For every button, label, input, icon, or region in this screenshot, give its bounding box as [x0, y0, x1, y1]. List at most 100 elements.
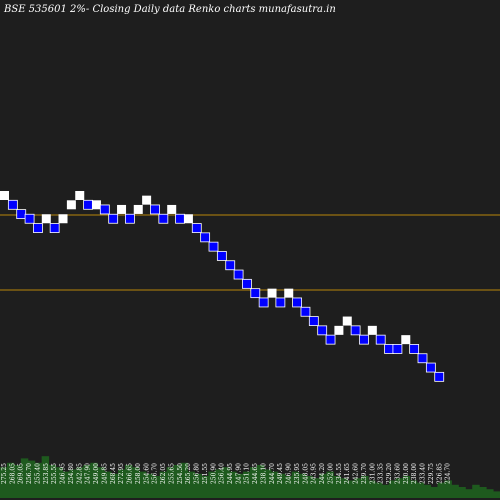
price-label: 249.45 — [277, 463, 284, 484]
price-label: 242.60 — [353, 463, 360, 484]
price-label: 255.55 — [51, 463, 58, 484]
volume-bar — [90, 462, 98, 498]
volume-bar — [229, 471, 237, 498]
volume-bar — [194, 473, 202, 498]
price-label: 268.05 — [9, 463, 16, 484]
renko-up-brick — [75, 191, 85, 200]
price-label: 231.00 — [369, 463, 376, 484]
volume-bar — [305, 476, 313, 498]
volume-bar — [312, 478, 320, 498]
renko-up-brick — [267, 288, 277, 298]
volume-bar — [381, 484, 390, 498]
renko-down-brick — [233, 269, 244, 280]
volume-bar — [62, 471, 70, 498]
volume-bar — [375, 482, 383, 498]
volume-bar — [159, 471, 168, 498]
renko-up-brick — [0, 191, 9, 200]
volume-bar — [152, 476, 161, 498]
renko-down-brick — [83, 199, 93, 210]
volume-bar — [34, 462, 43, 498]
renko-up-brick — [284, 288, 294, 298]
price-label: 247.90 — [85, 463, 92, 484]
price-label: 248.05 — [302, 463, 309, 484]
volume-bar — [340, 478, 348, 498]
volume-bar — [451, 484, 459, 498]
volume-bar — [284, 476, 293, 498]
volume-bar — [187, 471, 195, 498]
volume-bar — [479, 487, 487, 498]
volume-bar — [368, 480, 376, 498]
price-label: 254.60 — [143, 463, 150, 484]
renko-up-brick — [41, 214, 51, 224]
renko-down-brick — [191, 223, 202, 233]
renko-down-brick — [384, 344, 394, 354]
price-label: 252.00 — [327, 463, 334, 484]
price-label: 251.55 — [202, 463, 209, 484]
renko-down-brick — [350, 325, 361, 336]
price-labels: 275.25 268.05 269.05 256.70 255.40 253.85 255.… — [1, 463, 452, 484]
volume-bar — [215, 469, 223, 498]
renko-down-brick — [108, 213, 119, 224]
volume-bar — [145, 473, 154, 498]
volume-bar — [256, 465, 265, 498]
renko-down-brick — [16, 209, 27, 220]
volume-bar — [0, 467, 8, 498]
renko-up-brick — [91, 200, 101, 210]
price-label: 266.65 — [127, 463, 134, 484]
price-label: 235.95 — [294, 463, 301, 484]
renko-down-brick — [417, 353, 428, 364]
renko-down-brick — [175, 213, 185, 224]
renko-down-brick — [375, 334, 386, 345]
price-label: 224.70 — [445, 463, 452, 484]
volume-bar — [97, 467, 105, 498]
renko-up-brick — [66, 200, 76, 210]
renko-down-brick — [292, 297, 303, 308]
volume-bar — [27, 460, 36, 498]
volume-bar — [41, 456, 50, 498]
renko-down-brick — [308, 316, 319, 326]
price-label: 256.70 — [152, 463, 159, 484]
renko-down-brick — [208, 241, 219, 252]
volume-bar — [20, 458, 29, 498]
renko-down-brick — [434, 371, 445, 382]
volume-bar — [437, 482, 445, 498]
price-label: 233.35 — [378, 463, 385, 484]
renko-down-brick — [158, 213, 169, 224]
volume-bar — [416, 482, 425, 498]
volume-bar — [409, 480, 418, 498]
price-label: 241.65 — [344, 463, 351, 484]
price-label: 254.50 — [177, 463, 184, 484]
renko-up-brick — [142, 195, 152, 205]
price-label: 250.90 — [210, 463, 217, 484]
renko-bricks — [0, 191, 445, 382]
volume-bar — [326, 471, 334, 498]
volume-bar — [104, 471, 112, 498]
volume-bar — [131, 467, 140, 498]
renko-down-brick — [125, 213, 135, 224]
price-label: 244.20 — [319, 463, 326, 484]
price-label: 256.70 — [26, 463, 33, 484]
volume-bar — [76, 467, 84, 498]
renko-down-brick — [317, 325, 328, 336]
volume-bar — [125, 465, 133, 498]
volume-bar — [458, 487, 466, 498]
volume-bar — [180, 462, 188, 498]
volume-bar — [222, 467, 230, 498]
price-label: 238.10 — [260, 463, 267, 484]
volume-bar — [201, 476, 209, 498]
renko-up-brick — [342, 316, 352, 326]
price-label: 254.80 — [68, 463, 75, 484]
volume-bars — [0, 456, 500, 498]
renko-up-brick — [183, 214, 193, 224]
price-label: 229.20 — [386, 463, 393, 484]
price-label: 246.95 — [60, 463, 67, 484]
price-label: 255.40 — [34, 463, 41, 484]
renko-down-brick — [33, 223, 43, 233]
volume-bar — [6, 462, 15, 498]
price-label: 251.10 — [244, 463, 251, 484]
volume-bar — [118, 469, 126, 498]
renko-up-brick — [117, 204, 127, 214]
volume-bar — [388, 480, 397, 498]
price-label: 258.00 — [135, 463, 142, 484]
reference-lines — [0, 214, 500, 291]
